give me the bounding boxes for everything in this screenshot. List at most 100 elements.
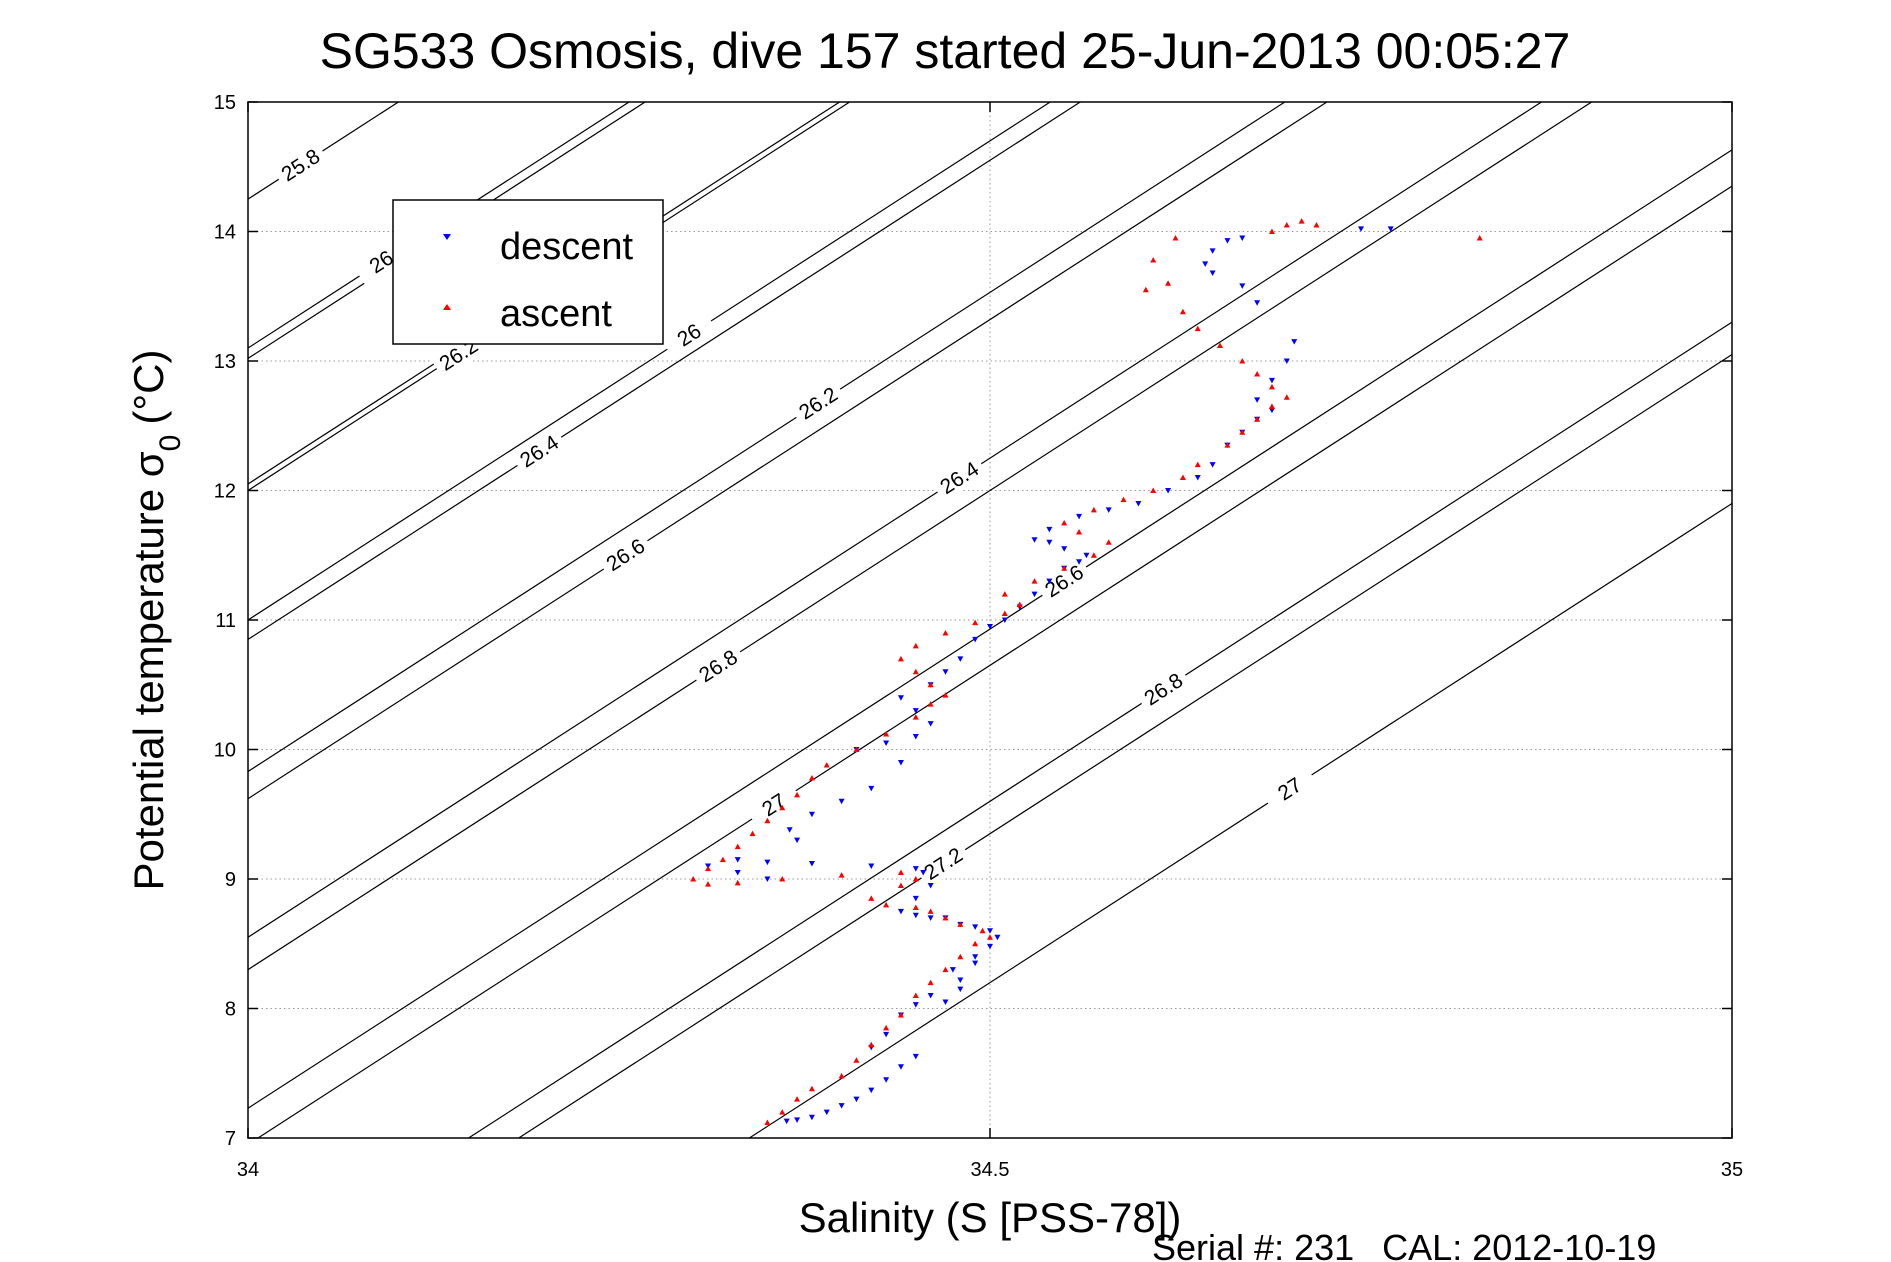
descent-point-56 — [972, 636, 979, 643]
ascent-point-64 — [1224, 442, 1231, 448]
descent-point-40 — [764, 876, 771, 882]
ascent-point-75 — [1165, 280, 1172, 286]
ascent-point-30 — [705, 865, 712, 872]
axis-ticks: 34 34.5 35 7 8 9 10 11 12 13 14 15 — [214, 92, 1743, 1181]
descent-point-14 — [927, 993, 934, 999]
contour-label-bg-3 — [271, 139, 329, 190]
ascent-point-79 — [1298, 218, 1305, 224]
ascent-point-23 — [912, 876, 919, 882]
contour-line-9 — [247, 101, 1081, 640]
ascent-point-2 — [794, 1096, 801, 1102]
ascent-point-77 — [1268, 228, 1275, 234]
y-tick-label-4: 11 — [215, 610, 236, 632]
y-tick-label-0: 7 — [225, 1128, 236, 1150]
ascent-point-25 — [838, 872, 845, 878]
descent-point-63 — [1076, 559, 1083, 565]
ascent-point-39 — [853, 746, 860, 752]
descent-point-29 — [897, 908, 904, 915]
ascent-point-10 — [927, 979, 934, 986]
serial-label: Serial #: — [1152, 1227, 1284, 1262]
ascent-point-66 — [1254, 416, 1261, 422]
ascent-point-4 — [838, 1072, 845, 1079]
descent-point-46 — [897, 759, 904, 766]
descent-point-33 — [912, 866, 919, 872]
y-axis-label-subscript: 0 — [154, 435, 187, 452]
descent-point-35 — [808, 860, 815, 867]
ascent-point-19 — [912, 904, 919, 910]
ascent-point-71 — [1239, 358, 1246, 364]
contour-line-11 — [247, 101, 1328, 800]
descent-point-17 — [949, 967, 956, 973]
y-tick-label-7: 14 — [214, 222, 236, 244]
contour-label-bg-12 — [1034, 555, 1093, 606]
ascent-point-49 — [972, 619, 979, 626]
y-tick-label-1: 8 — [225, 999, 236, 1021]
descent-point-87 — [1209, 248, 1216, 254]
descent-point-48 — [883, 740, 890, 747]
descent-point-69 — [1076, 513, 1083, 520]
ascent-point-21 — [868, 895, 875, 901]
ascent-point-50 — [1001, 610, 1008, 617]
y-axis-label: Potential temperature σ0 (°C) — [125, 350, 187, 891]
cal-label: CAL: — [1382, 1227, 1462, 1262]
x-axis-label: Salinity (S [PSS-78]) — [799, 1194, 1182, 1241]
descent-point-73 — [1194, 475, 1201, 481]
ascent-point-41 — [912, 714, 919, 720]
ascent-point-3 — [808, 1085, 815, 1092]
ascent-point-56 — [1105, 539, 1112, 545]
descent-point-7 — [883, 1077, 890, 1083]
legend-ascent-label: ascent — [500, 293, 612, 335]
descent-point-74 — [1209, 462, 1216, 468]
x-tick-label-0: 34 — [237, 1159, 259, 1181]
descent-point-85 — [1209, 270, 1216, 276]
descent-point-36 — [764, 859, 771, 866]
y-tick-label-8: 15 — [214, 92, 236, 114]
ascent-point-58 — [1061, 519, 1068, 526]
descent-point-30 — [912, 895, 919, 902]
descent-point-8 — [897, 1064, 904, 1070]
ascent-point-48 — [942, 629, 949, 636]
ascent-point-20 — [883, 901, 890, 908]
descent-point-90 — [1358, 226, 1364, 232]
contour-label-bg-10 — [929, 452, 988, 503]
ascent-point-5 — [853, 1057, 860, 1063]
descent-point-58 — [1001, 617, 1008, 623]
ascent-point-54 — [1061, 565, 1068, 571]
legend-descent-marker — [443, 234, 451, 240]
ascent-point-44 — [927, 681, 934, 688]
descent-point-81 — [1283, 358, 1290, 364]
ascent-point-43 — [942, 692, 949, 698]
ascent-point-12 — [957, 953, 964, 960]
svg-text:Potential temperature σ0(°C): Potential temperature σ0 (°C) — [125, 350, 187, 891]
x-tick-label-1: 34.5 — [971, 1159, 1010, 1181]
descent-point-16 — [957, 986, 964, 993]
y-axis-label-unit: (°C) — [125, 350, 172, 425]
ascent-point-82 — [1172, 234, 1179, 241]
descent-point-51 — [912, 708, 919, 714]
serial-calibration-footer: Serial #: 231 CAL: 2012-10-19 — [1152, 1227, 1656, 1262]
ascent-point-29 — [690, 876, 697, 882]
descent-point-43 — [808, 811, 815, 818]
descent-point-6 — [868, 1087, 875, 1094]
descent-point-15 — [942, 999, 949, 1006]
ascent-point-13 — [972, 940, 979, 947]
ascent-point-73 — [1194, 325, 1201, 332]
y-axis-label-main: Potential temperature σ — [125, 451, 172, 890]
legend-box — [392, 199, 664, 345]
descent-point-91 — [1387, 226, 1394, 232]
contour-line-14 — [468, 321, 1733, 1139]
ascent-point-14 — [987, 934, 993, 940]
descent-point-24 — [972, 924, 979, 930]
ascent-point-53 — [1031, 578, 1038, 584]
ascent-point-57 — [1076, 528, 1083, 535]
descent-point-11 — [883, 1031, 890, 1038]
descent-point-65 — [1061, 546, 1068, 552]
descent-point-4 — [838, 1103, 845, 1109]
contour-line-3 — [247, 101, 399, 200]
ascent-point-22 — [897, 882, 904, 888]
descent-point-83 — [1254, 300, 1261, 306]
contour-line-16 — [749, 502, 1733, 1139]
ascent-point-42 — [927, 701, 934, 707]
ascent-point-24 — [897, 869, 904, 876]
descent-point-19 — [972, 954, 979, 960]
